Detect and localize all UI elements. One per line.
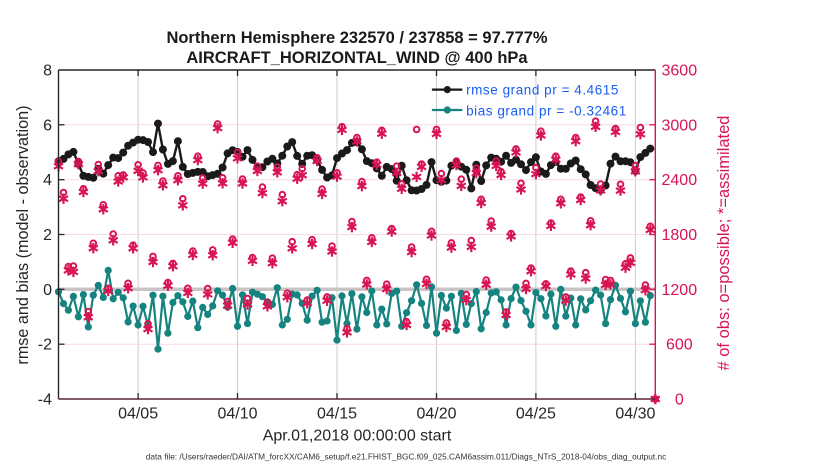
svg-text:1200: 1200 xyxy=(662,282,698,299)
svg-text:0: 0 xyxy=(43,282,52,299)
svg-text:3000: 3000 xyxy=(662,117,698,134)
svg-text:rmse and bias (model - observa: rmse and bias (model - observation) xyxy=(14,105,32,364)
svg-text:04/20: 04/20 xyxy=(416,406,456,423)
svg-text:2: 2 xyxy=(43,227,52,244)
svg-text:2400: 2400 xyxy=(662,172,698,189)
svg-text:04/15: 04/15 xyxy=(317,406,357,423)
svg-text:AIRCRAFT_HORIZONTAL_WIND @ 400: AIRCRAFT_HORIZONTAL_WIND @ 400 hPa xyxy=(186,49,528,67)
svg-text:8: 8 xyxy=(43,63,52,80)
svg-text:0: 0 xyxy=(675,392,684,409)
svg-text:6: 6 xyxy=(43,117,52,134)
svg-text:600: 600 xyxy=(666,337,693,354)
svg-text:bias grand pr = -0.32461: bias grand pr = -0.32461 xyxy=(466,103,627,118)
svg-text:-2: -2 xyxy=(38,337,52,354)
svg-text:1800: 1800 xyxy=(662,227,698,244)
svg-text:data file: /Users/raeder/DAI/A: data file: /Users/raeder/DAI/ATM_forcXX/… xyxy=(146,452,667,462)
svg-text:04/30: 04/30 xyxy=(615,406,655,423)
svg-text:Northern Hemisphere 232570 / 2: Northern Hemisphere 232570 / 237858 = 97… xyxy=(166,29,547,47)
svg-text:-4: -4 xyxy=(38,392,52,409)
svg-text:04/10: 04/10 xyxy=(217,406,257,423)
svg-text:04/05: 04/05 xyxy=(118,406,158,423)
svg-text:3600: 3600 xyxy=(662,63,698,80)
svg-text:04/25: 04/25 xyxy=(516,406,556,423)
svg-text:4: 4 xyxy=(43,172,52,189)
svg-text:Apr.01,2018 00:00:00 start: Apr.01,2018 00:00:00 start xyxy=(263,428,452,445)
svg-text:# of obs: o=possible; *=assimi: # of obs: o=possible; *=assimilated xyxy=(715,116,733,371)
svg-text:rmse grand pr = 4.4615: rmse grand pr = 4.4615 xyxy=(466,83,619,98)
